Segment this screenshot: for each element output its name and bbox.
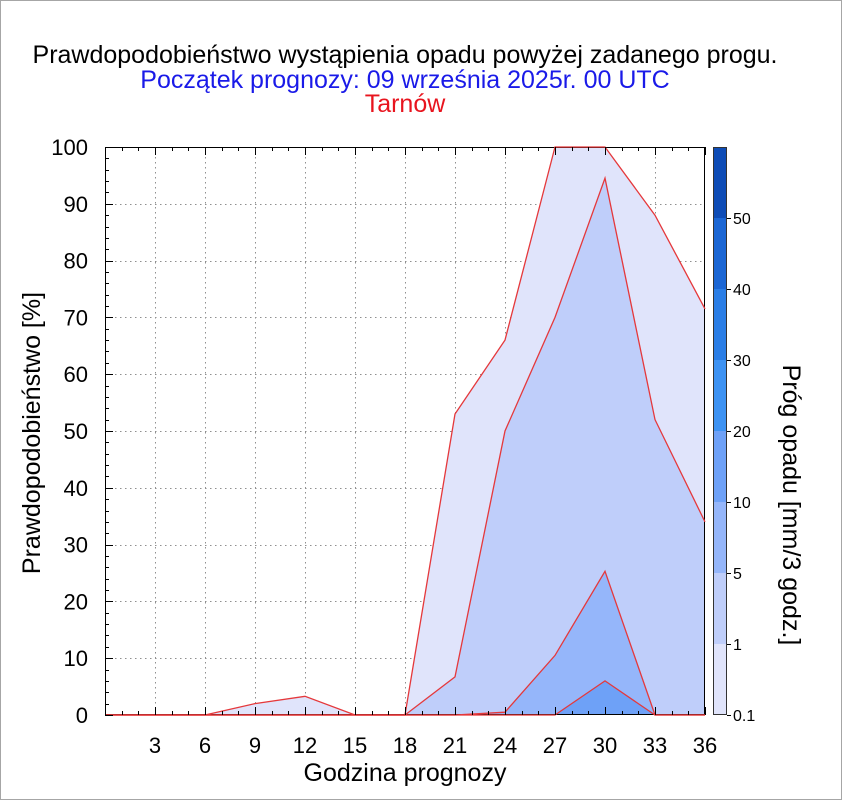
x-tick-label-21: 21 — [443, 733, 467, 758]
colorbar-segment-5 — [713, 502, 727, 573]
y-tick-label-90: 90 — [64, 192, 88, 217]
colorbar-segment-50 — [713, 147, 727, 218]
y-tick-label-30: 30 — [64, 533, 88, 558]
y-tick-label-20: 20 — [64, 589, 88, 614]
area-threshold-1mm — [105, 178, 705, 715]
x-tick-label-24: 24 — [493, 733, 517, 758]
x-tick-labels: 3 6 9 12 15 18 21 24 27 30 33 36 — [149, 733, 717, 758]
chart-subtitle: Początek prognozy: 09 września 2025r. 00… — [140, 66, 669, 94]
x-axis-title: Godzina prognozy — [304, 759, 507, 787]
y-tick-labels: 0 10 20 30 40 50 60 70 80 90 100 — [51, 135, 88, 728]
colorbar-segment-30 — [713, 289, 727, 360]
axis-ticks — [105, 147, 706, 716]
colorbar-tick-label-30: 30 — [733, 353, 751, 370]
colorbar-tick-label-10: 10 — [733, 495, 751, 512]
y-tick-label-0: 0 — [76, 703, 88, 728]
colorbar-segment-10 — [713, 431, 727, 502]
location-label: Tarnów — [365, 90, 447, 118]
colorbar-frame — [713, 147, 727, 715]
area-threshold-5mm — [105, 571, 705, 715]
colorbar-title: Próg opadu [mm/3 godz.] — [777, 365, 805, 646]
colorbar-segment-20 — [713, 360, 727, 431]
y-tick-label-70: 70 — [64, 305, 88, 330]
x-tick-label-6: 6 — [199, 733, 211, 758]
colorbar-tick-label-1: 1 — [733, 637, 742, 654]
y-tick-label-40: 40 — [64, 476, 88, 501]
x-tick-label-36: 36 — [693, 733, 717, 758]
area-threshold-10mm — [105, 680, 705, 715]
colorbar-segment-40 — [713, 218, 727, 289]
colorbar-tick-label-20: 20 — [733, 424, 751, 441]
y-tick-label-100: 100 — [51, 135, 88, 160]
x-tick-label-33: 33 — [643, 733, 667, 758]
y-tick-label-80: 80 — [64, 249, 88, 274]
colorbar — [713, 147, 731, 716]
x-tick-label-15: 15 — [343, 733, 367, 758]
y-axis-title: Prawdopodobieństwo [%] — [18, 292, 46, 574]
x-tick-label-12: 12 — [293, 733, 317, 758]
colorbar-tick-label-5: 5 — [733, 566, 742, 583]
y-tick-label-10: 10 — [64, 646, 88, 671]
x-tick-label-18: 18 — [393, 733, 417, 758]
x-tick-label-27: 27 — [543, 733, 567, 758]
colorbar-tick-labels: 0.1 1 5 10 20 30 40 50 — [733, 211, 755, 725]
colorbar-tick-label-40: 40 — [733, 282, 751, 299]
x-tick-label-3: 3 — [149, 733, 161, 758]
y-tick-label-50: 50 — [64, 419, 88, 444]
chart-title: Prawdopodobieństwo wystąpienia opadu pow… — [33, 41, 778, 69]
y-tick-label-60: 60 — [64, 362, 88, 387]
colorbar-segment-0.1 — [713, 644, 727, 715]
x-tick-label-9: 9 — [249, 733, 261, 758]
x-tick-label-30: 30 — [593, 733, 617, 758]
colorbar-tick-label-0.1: 0.1 — [733, 708, 755, 725]
colorbar-tick-label-50: 50 — [733, 211, 751, 228]
colorbar-segment-1 — [713, 573, 727, 644]
threshold-areas — [105, 147, 705, 715]
